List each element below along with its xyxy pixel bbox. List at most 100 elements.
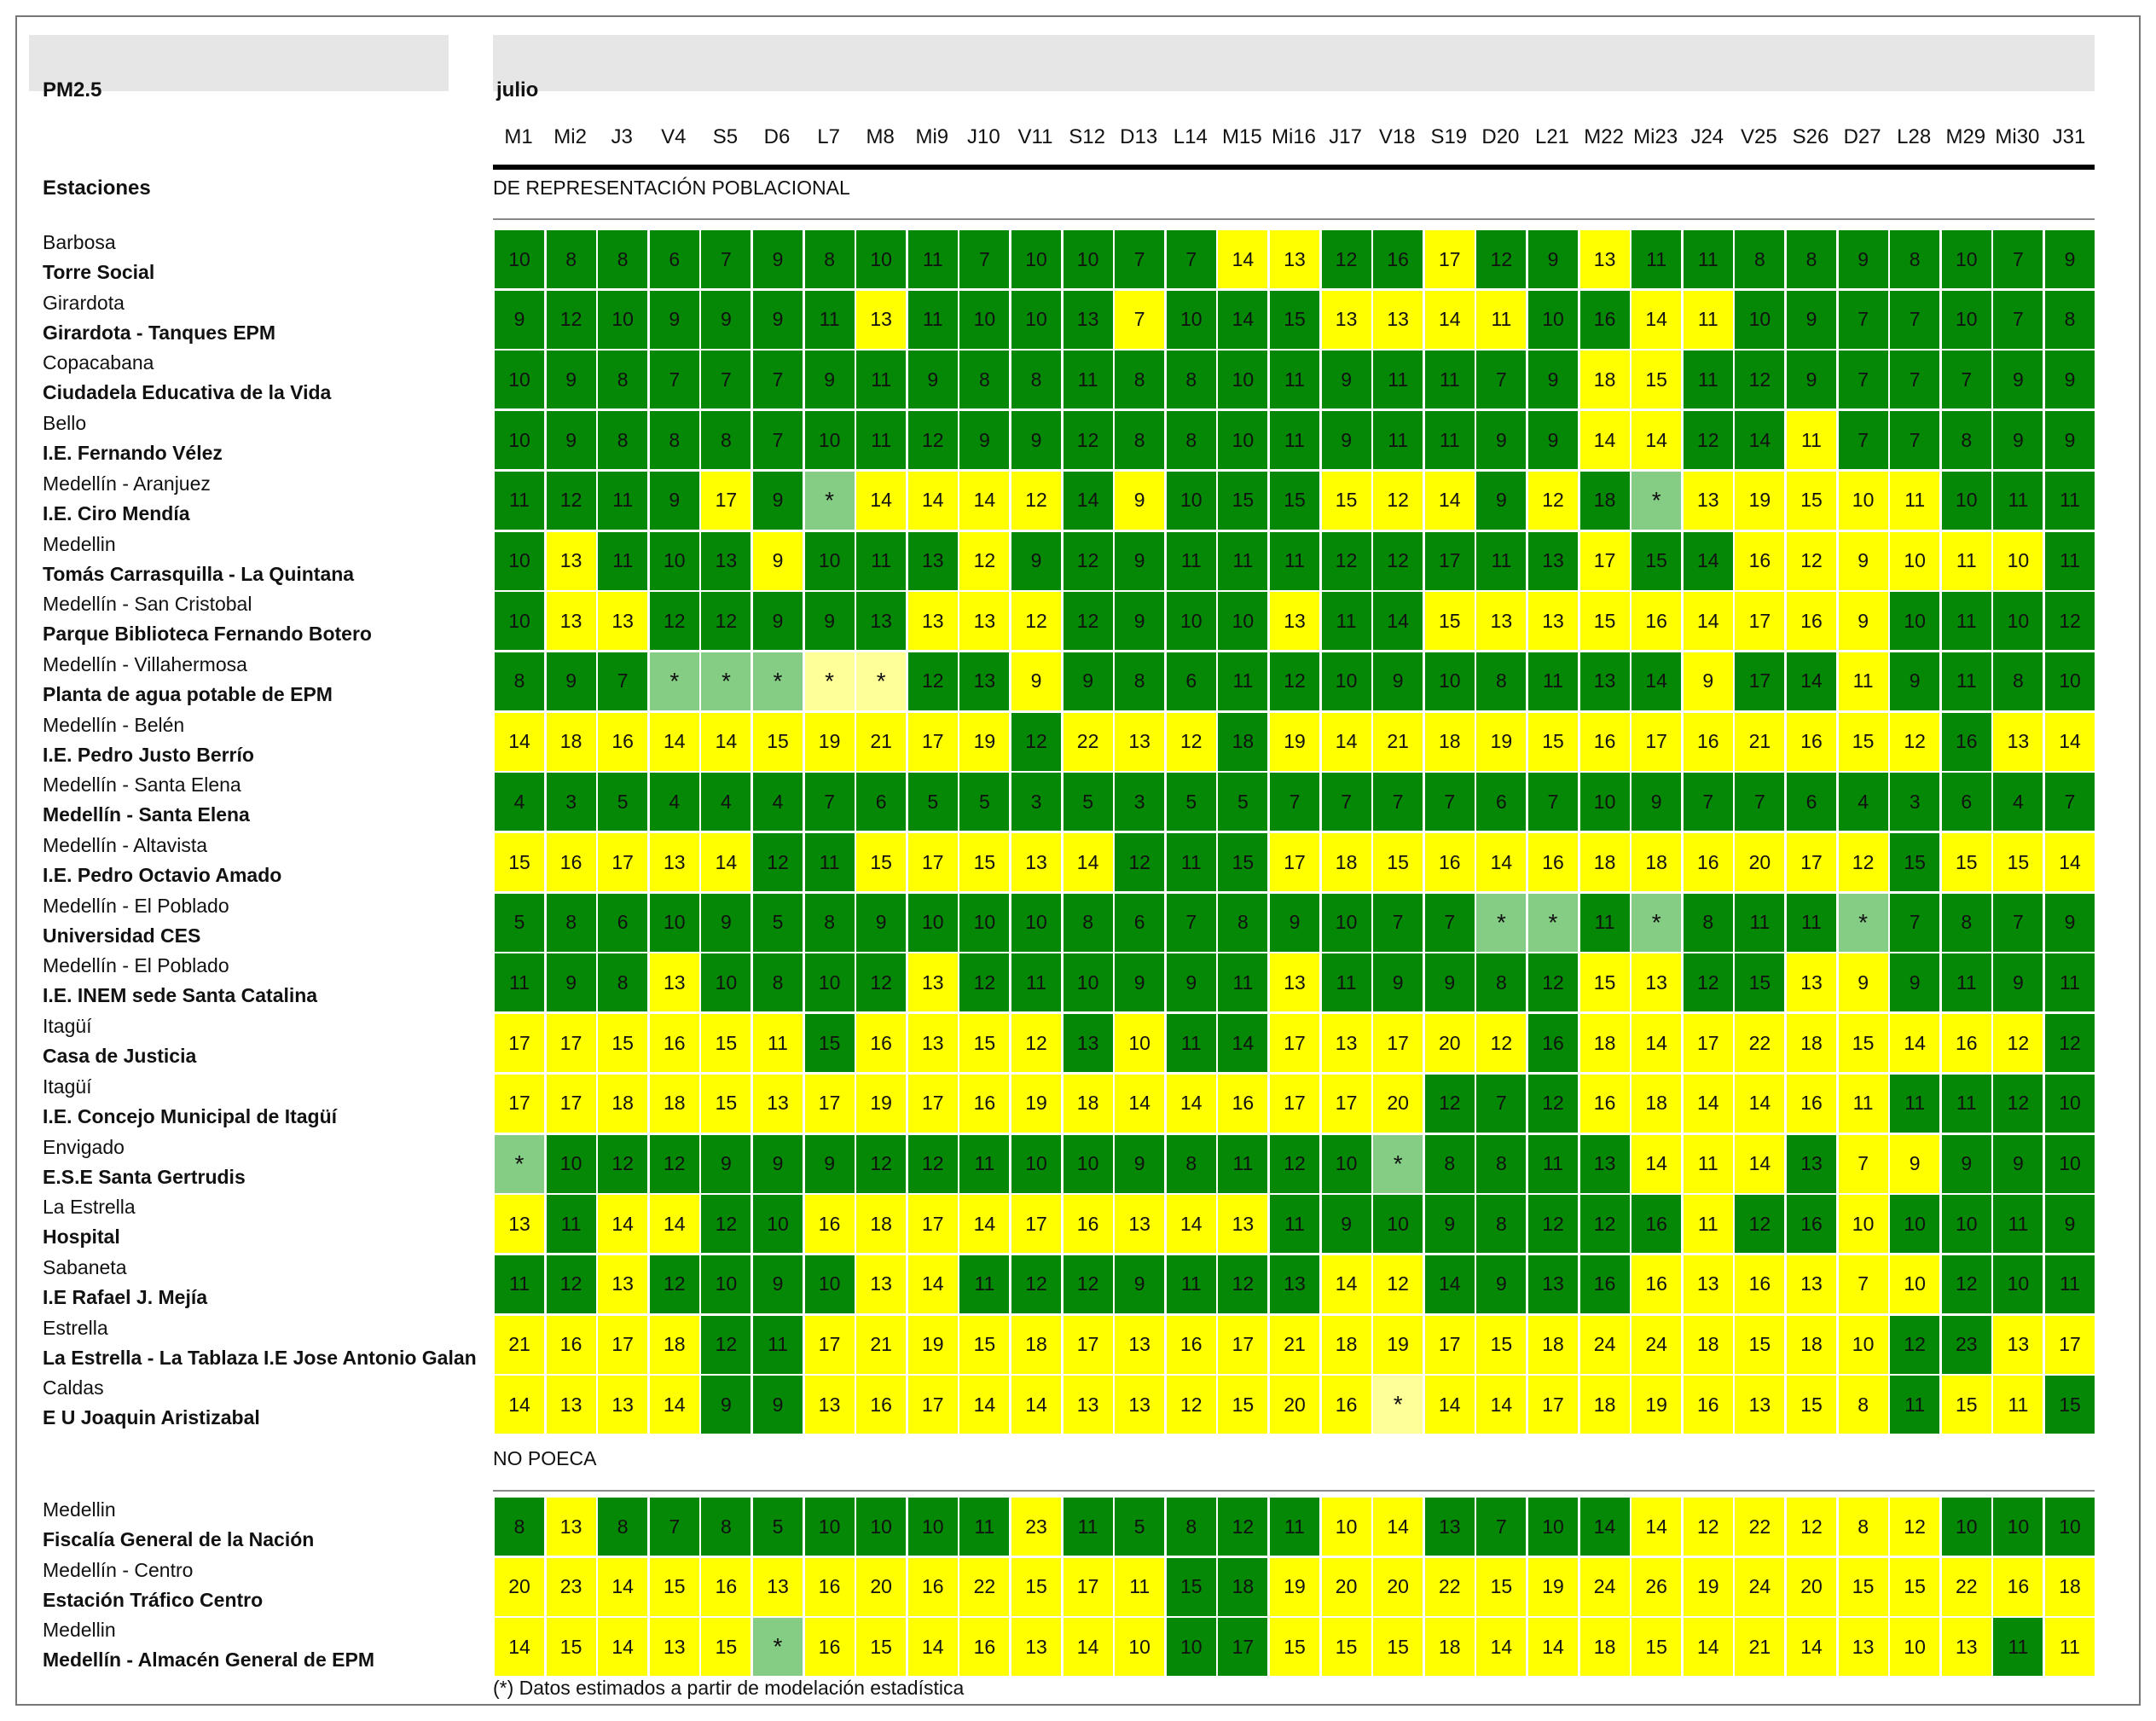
heatmap-cell: 13	[1993, 712, 2043, 771]
heatmap-cell: 13	[907, 531, 958, 590]
heatmap-cell: 18	[1218, 1557, 1268, 1616]
heatmap-cell: 8	[2045, 290, 2095, 349]
heatmap-cell: 10	[959, 290, 1010, 349]
heatmap-cell: 4	[1993, 773, 2043, 832]
heatmap-cell: 18	[1579, 1014, 1630, 1073]
heatmap-cell: 10	[1735, 290, 1785, 349]
heatmap-cell: 12	[1941, 1255, 1991, 1313]
heatmap-cell: 11	[1166, 531, 1216, 590]
heatmap-cell: 17	[598, 1315, 648, 1374]
day-header: J10	[967, 125, 1000, 148]
heatmap-cell: 14	[959, 1195, 1010, 1254]
heatmap-cell: 13	[1787, 1134, 1836, 1193]
heatmap-cell: 15	[1270, 471, 1319, 530]
heatmap-cell: 15	[1838, 1014, 1888, 1073]
heatmap-cell: 23	[546, 1557, 596, 1616]
heatmap-cell: 10	[1321, 1498, 1371, 1556]
heatmap-cell: 14	[495, 1618, 544, 1677]
station-city: Copacabana	[43, 351, 154, 374]
heatmap-cell: 14	[649, 712, 699, 771]
heatmap-cell: 18	[598, 1074, 648, 1133]
heatmap-cell: 12	[1218, 1255, 1268, 1313]
heatmap-cell: 7	[649, 1498, 699, 1556]
heatmap-cell: 3	[1115, 773, 1165, 832]
heatmap-cell: 18	[1063, 1074, 1113, 1133]
heatmap-cell: 12	[1890, 712, 1940, 771]
heatmap-cell: 9	[1321, 1195, 1371, 1254]
heatmap-cell: 17	[907, 712, 958, 771]
heatmap-cell: 15	[1579, 592, 1630, 651]
heatmap-cell: 10	[1321, 1134, 1371, 1193]
heatmap-cell: 14	[1528, 1618, 1578, 1677]
heatmap-cell: 16	[1579, 290, 1630, 349]
station-city: Sabaneta	[43, 1255, 127, 1278]
heatmap-cell: 7	[1890, 893, 1940, 952]
heatmap-cell: 17	[1579, 531, 1630, 590]
heatmap-cell: 12	[1528, 1195, 1578, 1254]
heatmap-cell: 11	[1373, 351, 1423, 409]
heatmap-cell: 26	[1631, 1557, 1682, 1616]
heatmap-cell: 11	[1683, 1195, 1733, 1254]
day-header: L7	[817, 125, 840, 148]
heatmap-cell: 8	[1993, 652, 2043, 710]
heatmap-cell: 9	[1115, 1255, 1165, 1313]
heatmap-cell: 15	[959, 833, 1010, 891]
heatmap-cell: 10	[1838, 1195, 1888, 1254]
heatmap-cell: 18	[1011, 1315, 1061, 1374]
heatmap-cell: *	[753, 652, 803, 710]
station-city: Bello	[43, 412, 87, 435]
heatmap-cell: 13	[1115, 1195, 1165, 1254]
heatmap-cell: 9	[856, 893, 907, 952]
heatmap-cell: 13	[546, 592, 596, 651]
heatmap-cell: 9	[1476, 471, 1527, 530]
heatmap-cell: 12	[1683, 1498, 1733, 1556]
heatmap-cell: 16	[1218, 1074, 1268, 1133]
heatmap-cell: 5	[1063, 773, 1113, 832]
day-header: J31	[2052, 125, 2086, 148]
heatmap-cell: 12	[598, 1134, 648, 1193]
heatmap-cell: 11	[907, 230, 958, 288]
heatmap-cell: *	[804, 652, 855, 710]
heatmap-cell: 8	[1115, 351, 1165, 409]
heatmap-cell: 19	[1270, 1557, 1319, 1616]
heatmap-cell: 13	[1270, 1255, 1319, 1313]
day-header: J24	[1690, 125, 1724, 148]
heatmap-cell: 15	[1373, 833, 1423, 891]
heatmap-cell: 14	[1631, 1014, 1682, 1073]
heatmap-cell: 11	[856, 531, 907, 590]
heatmap-cell: 14	[1683, 592, 1733, 651]
heatmap-cell: 11	[546, 1195, 596, 1254]
station-name: Torre Social	[43, 261, 155, 283]
heatmap-cell: 5	[1218, 773, 1268, 832]
heatmap-cell: 14	[907, 1255, 958, 1313]
day-header: S5	[712, 125, 739, 148]
heatmap-cell: 7	[1424, 773, 1475, 832]
heatmap-cell: 9	[753, 230, 803, 288]
heatmap-cell: 10	[649, 893, 699, 952]
station-city: Barbosa	[43, 231, 116, 253]
heatmap-cell: 16	[1166, 1315, 1216, 1374]
heatmap-cell: 14	[1218, 290, 1268, 349]
heatmap-cell: 8	[1838, 1376, 1888, 1434]
heatmap-cell: 10	[1941, 290, 1991, 349]
heatmap-cell: 11	[1890, 1074, 1940, 1133]
heatmap-cell: 8	[804, 893, 855, 952]
heatmap-cell: 12	[2045, 1014, 2095, 1073]
heatmap-cell: 5	[598, 773, 648, 832]
heatmap-cell: 7	[1993, 230, 2043, 288]
heatmap-cell: 7	[1683, 773, 1733, 832]
heatmap-cell: 22	[959, 1557, 1010, 1616]
heatmap-cell: 14	[1476, 833, 1527, 891]
heatmap-cell: 15	[1631, 1618, 1682, 1677]
heatmap-cell: 17	[1528, 1376, 1578, 1434]
heatmap-cell: 9	[1115, 592, 1165, 651]
heatmap-cell: 11	[1683, 351, 1733, 409]
heatmap-cell: 17	[1270, 833, 1319, 891]
heatmap-cell: 13	[1993, 1315, 2043, 1374]
heatmap-cell: *	[1476, 893, 1527, 952]
heatmap-cell: 12	[1528, 953, 1578, 1012]
heatmap-cell: 10	[1218, 351, 1268, 409]
heatmap-cell: 13	[1579, 230, 1630, 288]
heatmap-cell: 9	[1321, 351, 1371, 409]
heatmap-cell: 8	[1166, 351, 1216, 409]
